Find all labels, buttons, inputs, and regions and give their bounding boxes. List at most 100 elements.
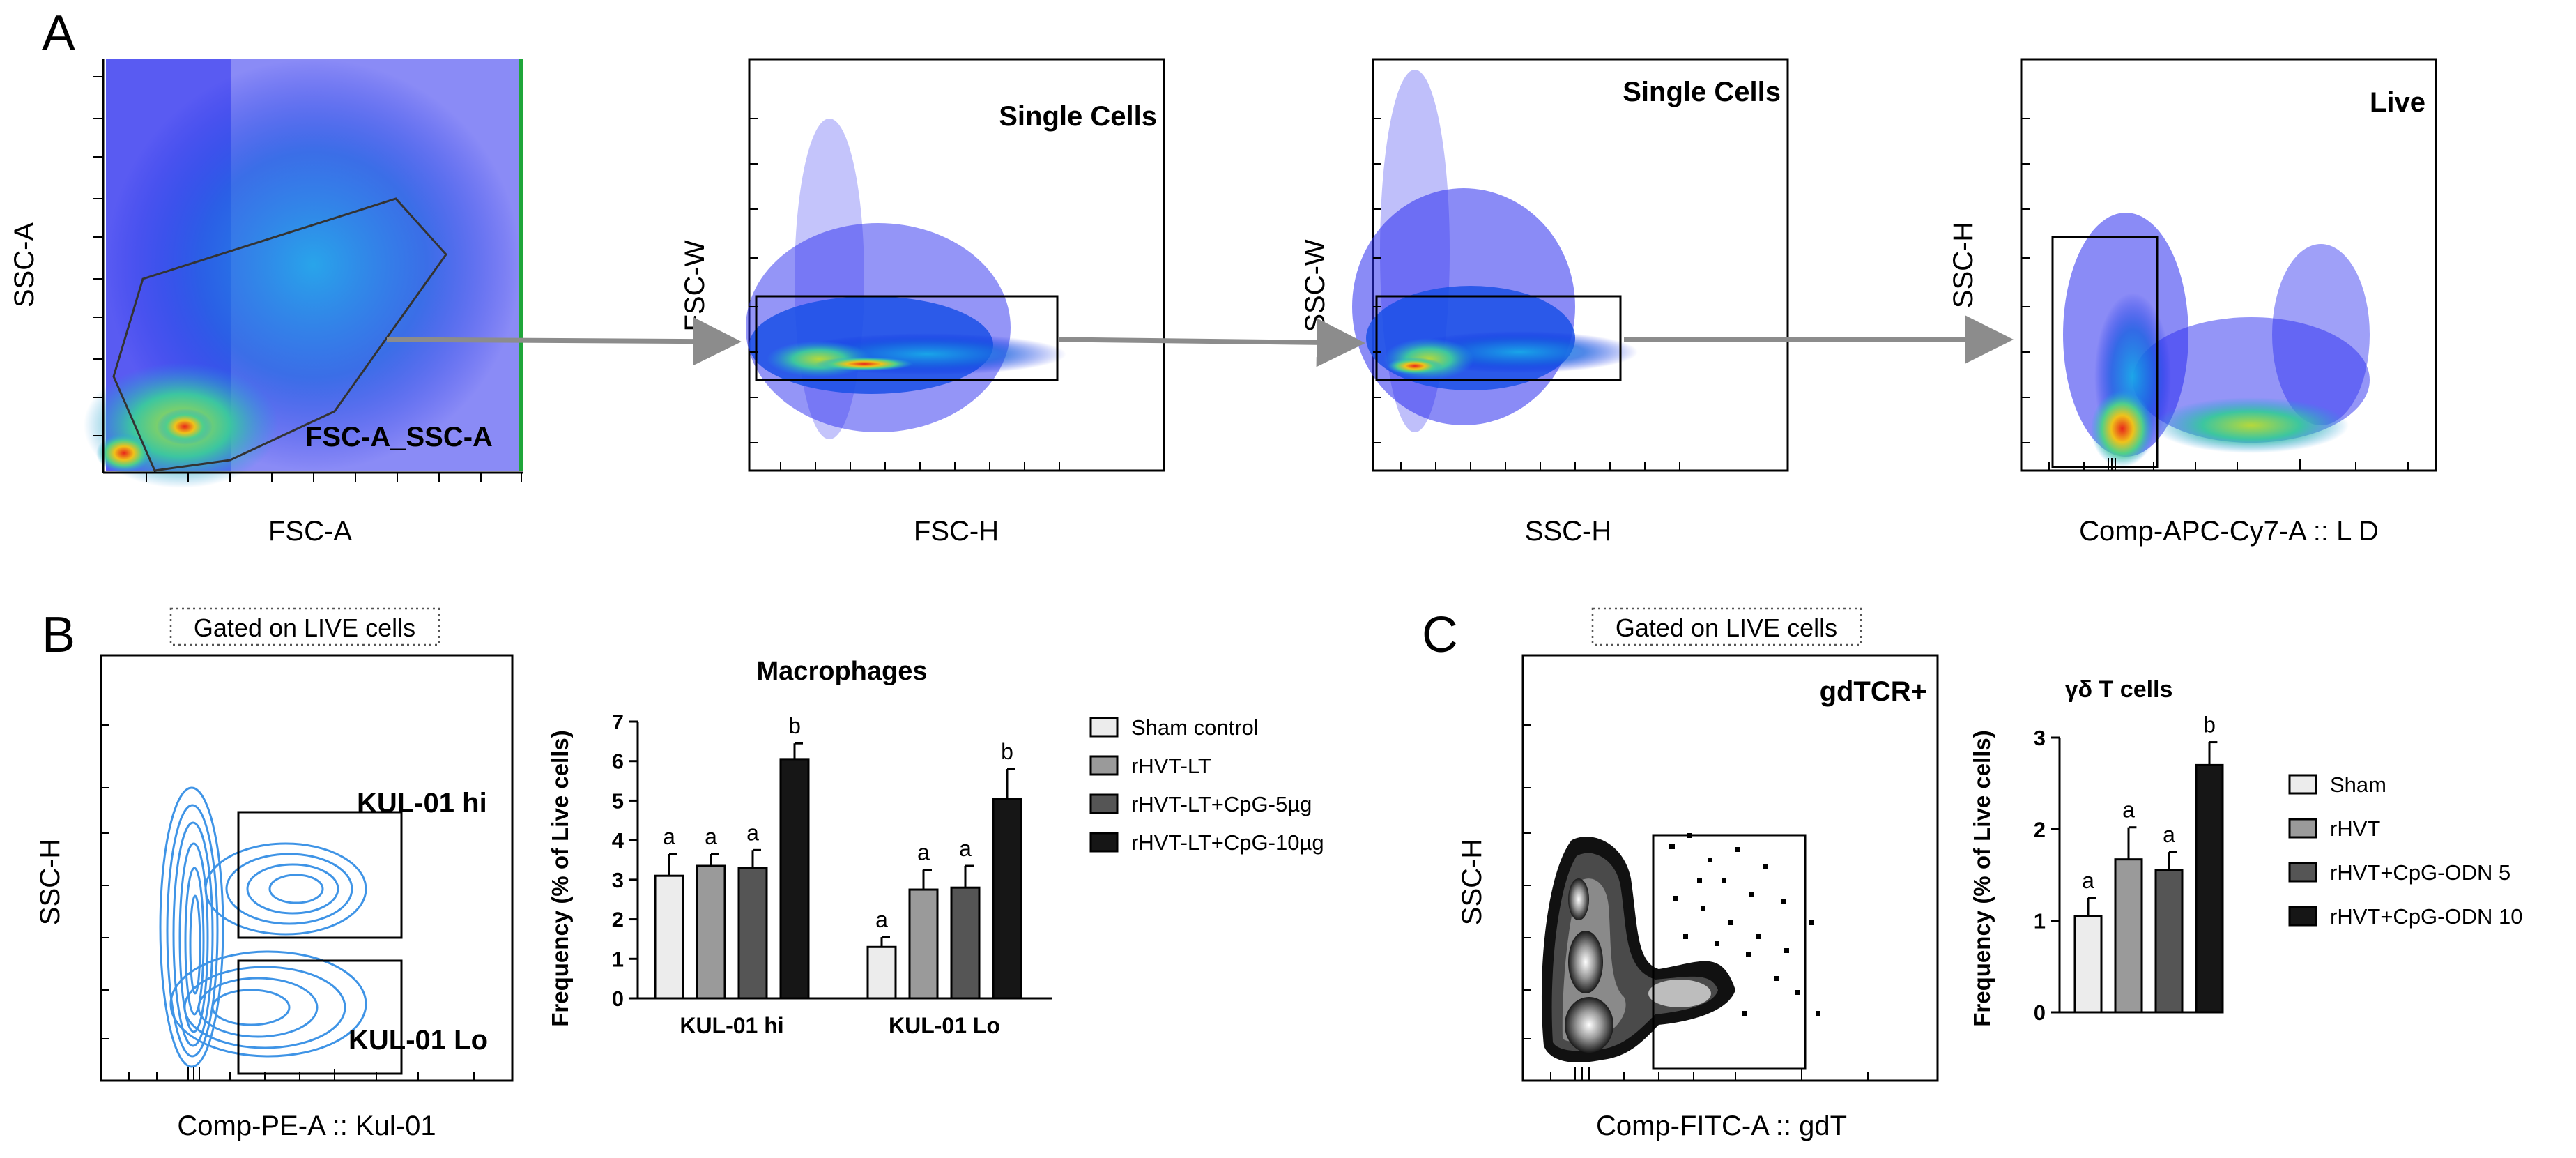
gate-lo-label: KUL-01 Lo xyxy=(348,1025,488,1056)
gating-plot-fsc-ssc: FSC-A_SSC-A FSC-A SSC-A xyxy=(9,59,523,547)
plot-frame xyxy=(100,654,514,1082)
legend-swatch xyxy=(2288,774,2317,795)
legend-label: rHVT-LT xyxy=(1131,754,1211,778)
y-tick-label: 2 xyxy=(2034,817,2046,841)
scatter-density xyxy=(1352,70,1638,432)
category-label: KUL-01 hi xyxy=(680,1013,783,1038)
y-axis-label: Frequency (% of Live cells) xyxy=(547,730,573,1026)
y-tick-label: 1 xyxy=(2034,909,2046,934)
significance-letter: a xyxy=(2122,798,2135,823)
scatter-density xyxy=(746,119,1066,439)
x-axis-label: FSC-H xyxy=(914,516,999,547)
gate-label: Single Cells xyxy=(1623,77,1781,107)
axis-ticks xyxy=(749,118,1060,471)
legend-label: rHVT+CpG-ODN 5 xyxy=(2330,860,2510,885)
legend-swatch xyxy=(2288,862,2317,883)
gating-plot-singlets-ssc: Single Cells SSC-H SSC-W xyxy=(1300,58,1789,547)
gate-rectangle xyxy=(1375,295,1622,381)
legend: Sham rHVT rHVT+CpG-ODN 5 rHVT+CpG-ODN 10 xyxy=(2288,772,2522,929)
y-axis-label: SSC-W xyxy=(1300,239,1331,333)
y-axis-label: FSC-W xyxy=(680,240,710,331)
panel-letter-a: A xyxy=(42,6,75,61)
legend-swatch xyxy=(2288,906,2317,927)
gate-polygon xyxy=(112,197,447,472)
scatter-density xyxy=(84,59,523,488)
scatter-density xyxy=(2063,213,2370,467)
gate-label: Live xyxy=(2370,87,2425,118)
y-tick-label: 2 xyxy=(612,908,624,932)
gate-label: Single Cells xyxy=(999,101,1157,132)
plot-frame xyxy=(1521,654,1939,1082)
legend-label: rHVT xyxy=(2330,816,2380,841)
legend-swatch xyxy=(1089,717,1119,738)
legend-swatch xyxy=(1089,832,1119,853)
gate-rectangle xyxy=(755,295,1059,381)
bar xyxy=(696,864,726,1000)
y-tick-label: 5 xyxy=(612,788,624,813)
gating-plot-live: Live Comp-APC-Cy7-A :: L D SSC-H xyxy=(1948,58,2437,547)
significance-letter: a xyxy=(875,907,888,932)
bar xyxy=(950,886,981,1000)
y-ticks: 0 1 2 3 xyxy=(2034,726,2060,1025)
axis-ticks xyxy=(1523,724,1869,1081)
gating-arrow-2 xyxy=(1059,318,1365,367)
x-axis-label: FSC-A xyxy=(268,516,352,547)
significance-letter: a xyxy=(746,820,759,845)
significance-letter: b xyxy=(1001,739,1013,764)
gated-on-label: Gated on LIVE cells xyxy=(194,614,415,642)
bar xyxy=(908,888,939,1000)
plot-frame xyxy=(2020,58,2437,472)
legend-swatch xyxy=(1089,755,1119,776)
bar xyxy=(2154,869,2184,1014)
significance-letter: a xyxy=(705,824,717,849)
significance-letter: b xyxy=(788,713,801,738)
y-tick-label: 0 xyxy=(2034,1000,2046,1025)
y-axis-label: SSC-H xyxy=(1948,222,1979,308)
axis-ticks xyxy=(101,724,475,1081)
bar xyxy=(737,867,768,1000)
y-tick-label: 7 xyxy=(612,710,624,734)
bar xyxy=(2114,858,2143,1014)
gate-rectangle xyxy=(2051,236,2159,468)
plot-frame xyxy=(748,58,1165,472)
gate-hi-rectangle xyxy=(237,811,403,939)
gate-rectangle xyxy=(1652,834,1807,1070)
legend-label: rHVT-LT+CpG-10µg xyxy=(1131,830,1324,855)
legend-label: Sham control xyxy=(1131,715,1259,740)
significance-letter: a xyxy=(663,824,675,849)
legend: Sham control rHVT-LT rHVT-LT+CpG-5µg rHVT-L… xyxy=(1089,715,1324,855)
axis-ticks xyxy=(1373,118,1680,471)
significance-letter: a xyxy=(2082,868,2094,893)
y-tick-label: 4 xyxy=(612,828,624,853)
panel-letter-b: B xyxy=(42,607,75,663)
bar xyxy=(2195,763,2224,1014)
y-axis-label: SSC-A xyxy=(9,222,40,308)
bars: a a a b a a a b xyxy=(654,713,1022,1000)
gate-label: gdTCR+ xyxy=(1820,676,1927,707)
y-axis-label: SSC-H xyxy=(35,839,66,925)
gating-plot-singlets-fsc: Single Cells FSC-H FSC-W xyxy=(680,58,1165,547)
panel-letter-c: C xyxy=(1422,607,1458,663)
bar xyxy=(866,945,897,1000)
legend-swatch xyxy=(2288,818,2317,839)
chart-title: Macrophages xyxy=(757,657,928,686)
gating-plot-gdtcr: Gated on LIVE cells gdTCR+ xyxy=(1457,607,1939,1141)
legend-label: Sham xyxy=(2330,772,2386,797)
y-tick-label: 6 xyxy=(612,749,624,774)
bars: a a a b xyxy=(2073,713,2224,1014)
significance-letter: b xyxy=(2203,713,2216,738)
x-axis-label: Comp-APC-Cy7-A :: L D xyxy=(2079,516,2379,547)
legend-swatch xyxy=(1089,793,1119,814)
x-axis-label: Comp-PE-A :: Kul-01 xyxy=(177,1111,436,1141)
axis-ticks xyxy=(93,76,522,482)
y-tick-label: 3 xyxy=(2034,726,2046,750)
gating-plot-kul01: Gated on LIVE cells KUL-01 hi KUL-01 Lo … xyxy=(35,607,514,1141)
gate-lo-rectangle xyxy=(237,959,403,1075)
y-tick-label: 3 xyxy=(612,868,624,892)
category-labels: KUL-01 hi KUL-01 Lo xyxy=(680,1013,1000,1038)
y-axis-label: SSC-H xyxy=(1457,839,1487,925)
gd-t-cells-chart: γδ T cells Frequency (% of Live cells) 0… xyxy=(1969,676,2522,1027)
gated-on-label: Gated on LIVE cells xyxy=(1616,614,1837,642)
bar xyxy=(992,798,1022,1000)
